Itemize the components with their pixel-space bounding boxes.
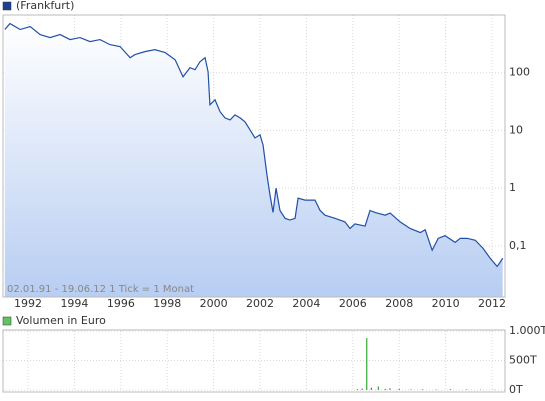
x-tick-label: 2006 <box>339 297 367 310</box>
bar <box>384 388 386 390</box>
x-tick-label: 2002 <box>246 297 274 310</box>
line <box>4 22 504 268</box>
x-tick-label: 2000 <box>200 297 228 310</box>
bar <box>398 388 400 390</box>
legend-swatch <box>2 1 12 11</box>
bar <box>449 389 451 390</box>
bar <box>410 389 412 390</box>
volume-frame <box>2 329 506 393</box>
x-tick-label: 2004 <box>292 297 320 310</box>
bar <box>370 387 372 390</box>
y-tick-label: 0T <box>509 383 523 396</box>
bar <box>361 388 363 390</box>
y-tick-label: 10 <box>509 123 523 136</box>
x-tick-label: 1994 <box>60 297 88 310</box>
x-tick-label: 1996 <box>107 297 135 310</box>
y-tick-label: 100 <box>509 66 530 79</box>
x-tick-label: 2008 <box>385 297 413 310</box>
x-tick-label: 1998 <box>153 297 181 310</box>
area <box>4 23 503 298</box>
legend-label: Volumen in Euro <box>16 314 106 327</box>
legend-swatch <box>2 316 12 326</box>
bar <box>366 338 368 390</box>
bar <box>421 389 424 390</box>
y-tick-label: 500T <box>509 354 537 367</box>
bar <box>389 388 391 390</box>
bar <box>377 386 379 390</box>
y-tick-label: 1 <box>509 181 516 194</box>
bar <box>356 389 359 390</box>
bar <box>465 389 468 390</box>
x-tick-label: 2010 <box>432 297 460 310</box>
legend-label: (Frankfurt) <box>16 0 74 12</box>
y-tick-label: 1.000T <box>509 324 545 337</box>
x-tick-label: 1992 <box>14 297 42 310</box>
price-frame <box>2 14 506 298</box>
x-tick-label: 2012 <box>478 297 506 310</box>
y-tick-label: 0,1 <box>509 239 527 252</box>
annotation: 02.01.91 - 19.06.12 1 Tick = 1 Monat <box>7 284 194 295</box>
